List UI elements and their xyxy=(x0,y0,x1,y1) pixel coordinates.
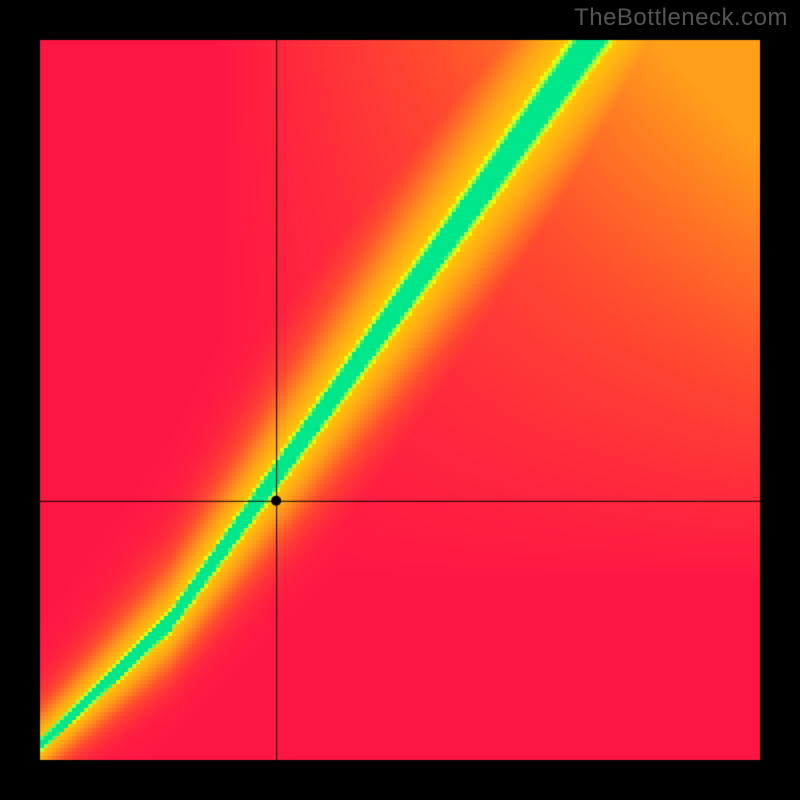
chart-container: TheBottleneck.com xyxy=(0,0,800,800)
heatmap-canvas xyxy=(0,0,800,800)
watermark-text: TheBottleneck.com xyxy=(574,4,788,32)
